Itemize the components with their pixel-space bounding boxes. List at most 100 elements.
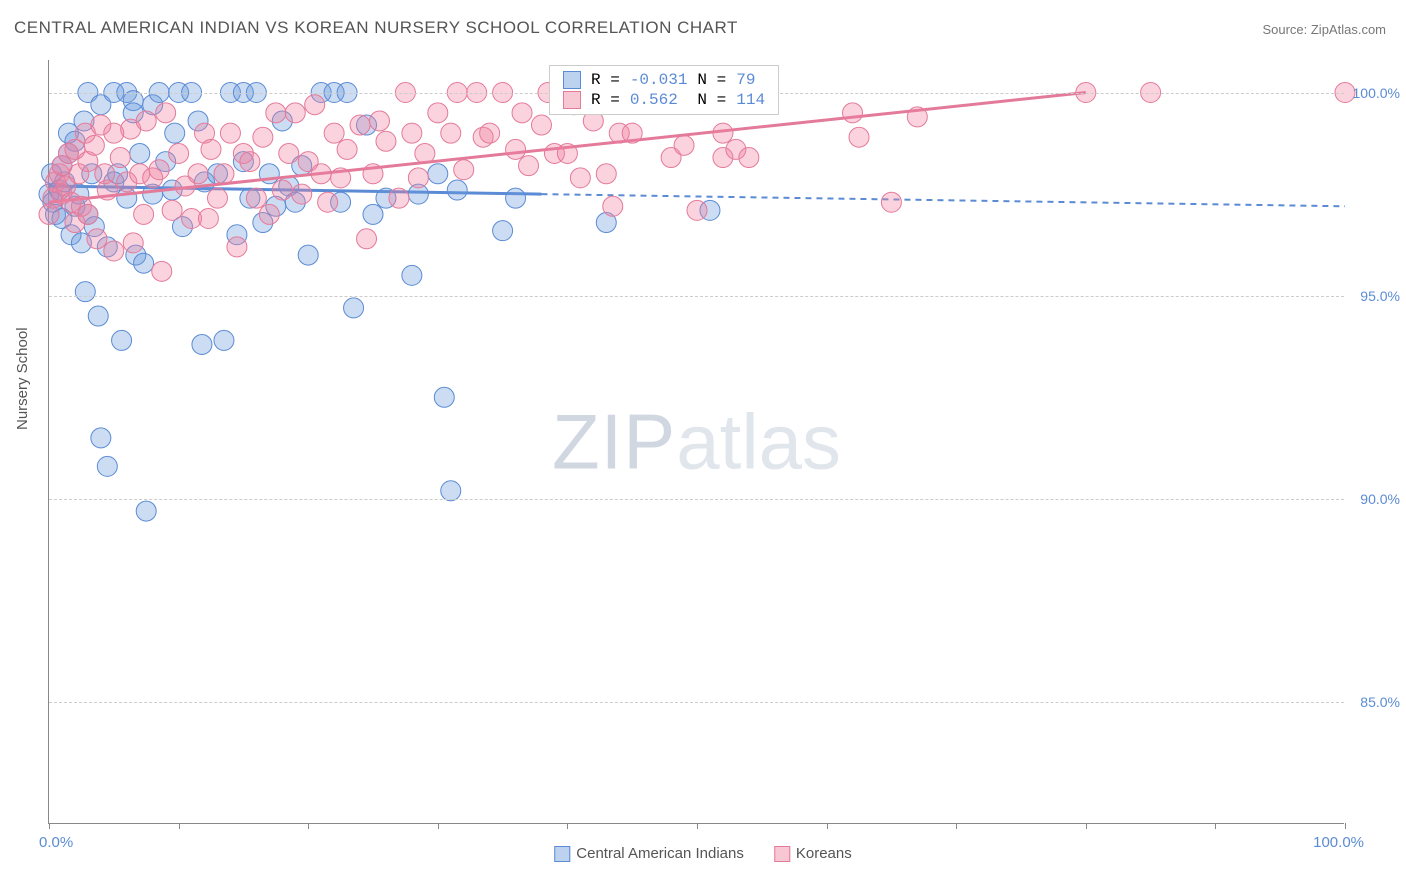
- data-point: [376, 131, 396, 151]
- y-axis-label: Nursery School: [14, 327, 31, 430]
- data-point: [519, 156, 539, 176]
- data-point: [428, 164, 448, 184]
- legend-item: Central American Indians: [554, 845, 744, 862]
- data-point: [214, 164, 234, 184]
- data-point: [363, 204, 383, 224]
- stats-swatch: [563, 71, 581, 89]
- data-point: [687, 200, 707, 220]
- data-point: [156, 103, 176, 123]
- data-point: [112, 330, 132, 350]
- x-tick: [1345, 823, 1346, 829]
- x-axis-max-label: 100.0%: [1313, 834, 1364, 851]
- source-label: Source: ZipAtlas.com: [1262, 22, 1386, 37]
- data-point: [369, 111, 389, 131]
- data-point: [428, 103, 448, 123]
- data-point: [134, 204, 154, 224]
- data-point: [201, 139, 221, 159]
- stats-n-value: 114: [731, 90, 770, 110]
- data-point: [165, 123, 185, 143]
- data-point: [220, 123, 240, 143]
- data-point: [350, 115, 370, 135]
- data-point: [136, 501, 156, 521]
- data-point: [480, 123, 500, 143]
- data-point: [285, 103, 305, 123]
- x-tick: [1215, 823, 1216, 829]
- data-point: [557, 143, 577, 163]
- stats-n-label: N =: [692, 70, 731, 90]
- data-point: [134, 253, 154, 273]
- gridline-h: [49, 296, 1344, 297]
- data-point: [78, 204, 98, 224]
- data-point: [123, 233, 143, 253]
- data-point: [227, 237, 247, 257]
- x-tick: [567, 823, 568, 829]
- data-point: [447, 180, 467, 200]
- plot-area: ZIPatlas 85.0%90.0%95.0%100.0% 0.0% 100.…: [48, 60, 1344, 824]
- stats-swatch: [563, 91, 581, 109]
- data-point: [97, 180, 117, 200]
- x-tick: [827, 823, 828, 829]
- data-point: [363, 164, 383, 184]
- legend-item: Koreans: [774, 845, 852, 862]
- x-axis-min-label: 0.0%: [39, 834, 73, 851]
- trend-line-dashed: [541, 194, 1345, 206]
- y-tick-label: 95.0%: [1350, 288, 1400, 304]
- data-point: [357, 229, 377, 249]
- data-point: [506, 139, 526, 159]
- data-point: [162, 200, 182, 220]
- data-point: [324, 123, 344, 143]
- data-point: [441, 123, 461, 143]
- data-point: [318, 192, 338, 212]
- data-point: [415, 143, 435, 163]
- data-point: [305, 95, 325, 115]
- data-point: [408, 168, 428, 188]
- data-point: [454, 160, 474, 180]
- data-point: [75, 282, 95, 302]
- stats-row: R = 0.562N =114: [558, 90, 770, 110]
- data-point: [149, 160, 169, 180]
- data-point: [512, 103, 532, 123]
- data-point: [570, 168, 590, 188]
- data-point: [259, 204, 279, 224]
- data-point: [739, 148, 759, 168]
- y-tick-label: 90.0%: [1350, 491, 1400, 507]
- data-point: [97, 456, 117, 476]
- stats-r-label: R =: [586, 90, 625, 110]
- stats-n-label: N =: [692, 90, 731, 110]
- data-point: [130, 143, 150, 163]
- data-point: [104, 241, 124, 261]
- data-point: [246, 188, 266, 208]
- data-point: [110, 148, 130, 168]
- x-tick: [1086, 823, 1087, 829]
- data-point: [298, 245, 318, 265]
- data-point: [311, 164, 331, 184]
- stats-r-value: 0.562: [625, 90, 693, 110]
- data-point: [881, 192, 901, 212]
- data-point: [253, 127, 273, 147]
- data-point: [713, 123, 733, 143]
- data-point: [152, 261, 172, 281]
- x-tick: [697, 823, 698, 829]
- data-point: [441, 481, 461, 501]
- legend-label: Central American Indians: [576, 845, 744, 862]
- data-point: [136, 111, 156, 131]
- svg-layer: [49, 60, 1344, 823]
- stats-row: R =-0.031N = 79: [558, 70, 770, 90]
- stats-n-value: 79: [731, 70, 770, 90]
- data-point: [506, 188, 526, 208]
- data-point: [198, 208, 218, 228]
- data-point: [344, 298, 364, 318]
- data-point: [188, 164, 208, 184]
- stats-legend-box: R =-0.031N = 79R = 0.562N =114: [549, 65, 779, 115]
- data-point: [88, 306, 108, 326]
- legend-bottom: Central American Indians Koreans: [554, 845, 851, 862]
- data-point: [87, 229, 107, 249]
- data-point: [849, 127, 869, 147]
- data-point: [596, 164, 616, 184]
- data-point: [622, 123, 642, 143]
- data-point: [192, 334, 212, 354]
- x-tick: [49, 823, 50, 829]
- data-point: [207, 188, 227, 208]
- data-point: [84, 135, 104, 155]
- legend-label: Koreans: [796, 845, 852, 862]
